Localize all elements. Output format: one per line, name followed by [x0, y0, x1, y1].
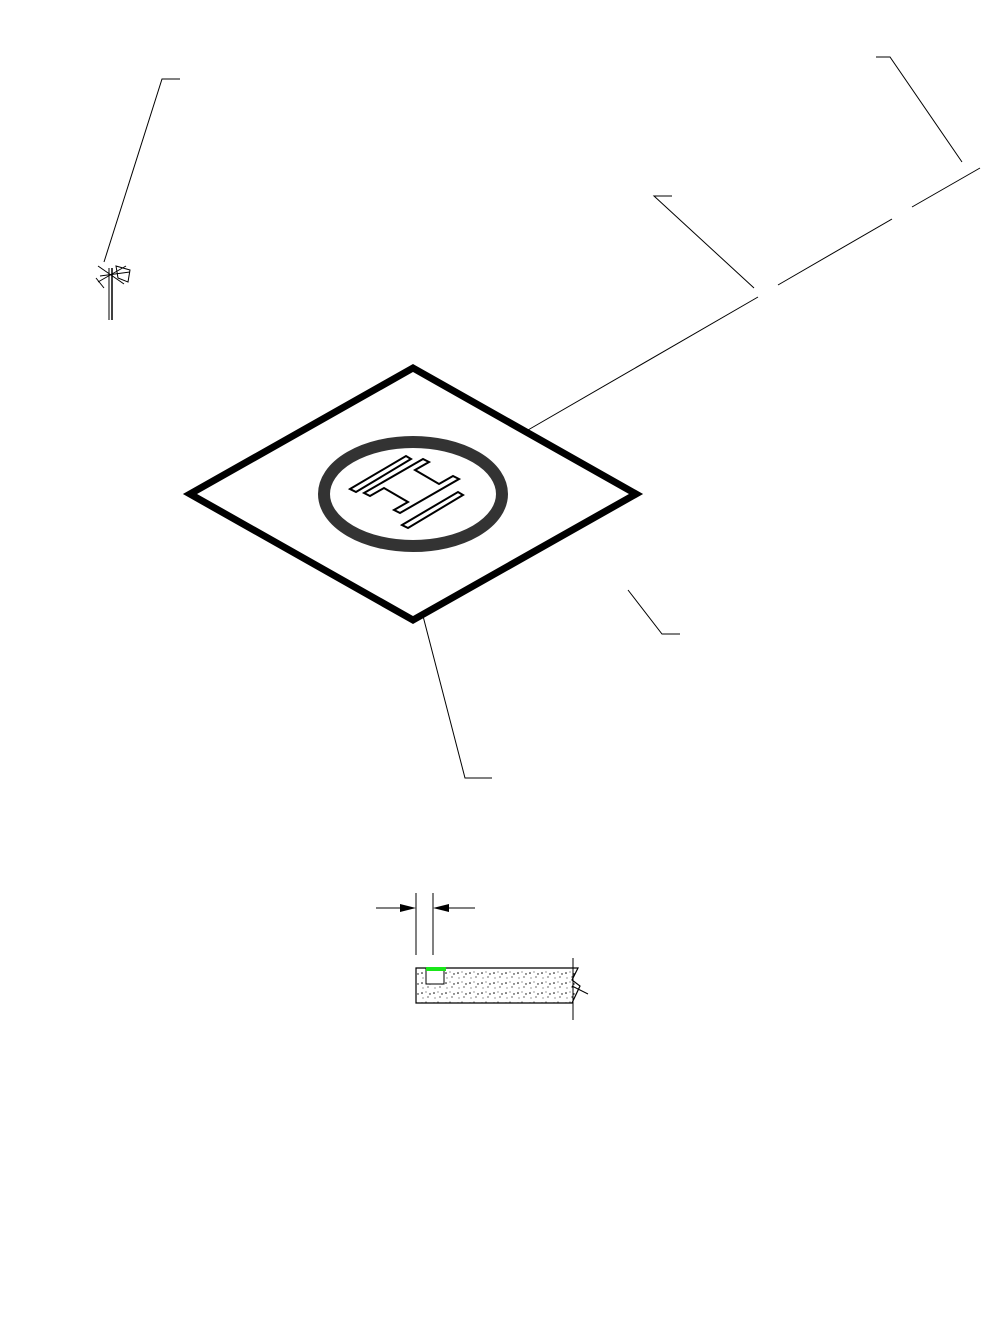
tlof-lights-leader — [422, 615, 492, 779]
wind-cone-icon — [95, 265, 131, 320]
light-offset-dimension — [376, 893, 475, 955]
touchdown-positioning-ring — [318, 436, 508, 552]
approach-lights-leader — [876, 56, 963, 163]
preferred-approach-leader — [652, 195, 755, 289]
flush-light-fixture — [426, 967, 446, 971]
pavement-section — [415, 958, 589, 1020]
tlof-perimeter — [182, 363, 644, 625]
heliport-h-marking — [347, 454, 465, 530]
wind-cone-leader — [103, 78, 180, 263]
preferred-approach-centerline — [527, 167, 981, 431]
fato-lights-leader — [627, 589, 680, 635]
